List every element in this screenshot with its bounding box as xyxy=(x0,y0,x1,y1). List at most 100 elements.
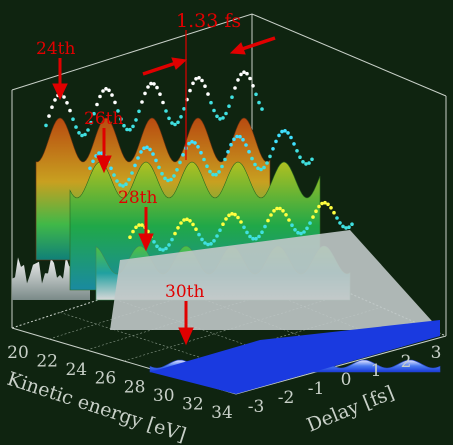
ridge-dot-28th xyxy=(323,200,327,205)
ridge-dot-24th xyxy=(122,123,126,128)
period-label: 1.33 fs xyxy=(176,10,241,32)
ridge-dot-26th xyxy=(178,160,182,165)
ridge-dot-28th xyxy=(254,236,258,241)
ridge-dot-26th xyxy=(271,147,275,151)
ridge-dot-26th xyxy=(190,140,194,144)
ridge-dot-26th xyxy=(154,158,158,163)
ridge-dot-28th xyxy=(335,216,339,220)
ridge-dot-24th xyxy=(257,100,261,105)
ridge-dot-26th xyxy=(133,163,137,168)
ridge-dot-24th xyxy=(224,111,228,116)
ridge-dot-24th xyxy=(119,117,123,121)
ridge-dot-24th xyxy=(65,101,69,105)
ridge-dot-28th xyxy=(239,220,243,224)
ridge-dot-26th xyxy=(169,177,173,182)
ridge-dot-28th xyxy=(185,217,189,222)
ridge-dot-26th xyxy=(181,153,185,157)
ridge-dot-28th xyxy=(233,212,237,217)
ridge-dot-26th xyxy=(202,157,206,162)
ridge-dot-28th xyxy=(197,232,201,237)
ridge-dot-26th xyxy=(289,135,293,140)
ridge-dot-28th xyxy=(155,244,159,249)
ridge-dot-24th xyxy=(128,127,132,132)
ridge-dot-28th xyxy=(182,218,186,222)
ridge-dot-26th xyxy=(196,145,200,149)
ridge-dot-24th xyxy=(104,87,108,91)
ridge-dot-28th xyxy=(296,230,300,235)
ridge-dot-26th xyxy=(310,157,314,162)
ridge-dot-26th xyxy=(136,156,140,160)
ridge-dot-26th xyxy=(187,141,191,146)
harmonic-label-30: 30th xyxy=(165,282,204,346)
ridge-dot-26th xyxy=(118,183,122,187)
ridge-dot-28th xyxy=(266,218,270,223)
ridge-dot-28th xyxy=(224,217,228,221)
ridge-dot-24th xyxy=(170,121,174,125)
x-tick-label: -1 xyxy=(308,379,325,399)
ridge-dot-24th xyxy=(83,132,87,137)
ridge-dot-24th xyxy=(134,118,138,122)
ridge-dot-28th xyxy=(299,231,303,236)
x-tick-label: 1 xyxy=(371,361,382,381)
ridge-dot-28th xyxy=(320,201,324,206)
ridge-dot-28th xyxy=(131,229,135,234)
ridge-dot-24th xyxy=(254,92,258,97)
ridge-dot-26th xyxy=(199,150,203,155)
ridge-dot-26th xyxy=(148,147,152,152)
ridge-dot-24th xyxy=(236,78,240,82)
box-floor-right-edge xyxy=(235,335,447,395)
ridge-dot-28th xyxy=(137,223,141,227)
ridge-dot-24th xyxy=(182,107,186,111)
ridge-dot-24th xyxy=(206,92,210,96)
ridge-dot-26th xyxy=(127,177,131,182)
ridge-dot-24th xyxy=(203,84,207,88)
harmonic-label-26: 26th xyxy=(84,109,123,174)
harmonic-30-arrow xyxy=(178,301,194,346)
ridge-dot-26th xyxy=(109,166,113,171)
ridge-dot-26th xyxy=(265,161,269,165)
ridge-dot-26th xyxy=(88,166,92,171)
ridge-dot-28th xyxy=(317,204,321,209)
ridge-dot-28th xyxy=(263,224,267,229)
ridge-dot-24th xyxy=(47,114,51,118)
ridge-dot-28th xyxy=(332,210,336,215)
ridge-dot-24th xyxy=(245,71,249,76)
ridge-dot-26th xyxy=(139,150,143,154)
ridge-dot-26th xyxy=(304,162,308,166)
ridge-dot-26th xyxy=(226,150,230,154)
ridge-dot-24th xyxy=(197,76,201,80)
ridge-dot-28th xyxy=(134,225,138,230)
ridge-dot-24th xyxy=(260,107,264,111)
ridge-dot-28th xyxy=(170,237,174,242)
ridge-dot-24th xyxy=(77,131,81,135)
ridge-dot-26th xyxy=(283,129,287,133)
ridge-dot-26th xyxy=(208,169,212,174)
ridge-dot-24th xyxy=(89,120,93,125)
ridge-dot-24th xyxy=(107,88,111,93)
ridge-dot-24th xyxy=(242,70,246,74)
ridge-dot-24th xyxy=(62,95,66,99)
ridge-dot-26th xyxy=(151,152,155,156)
ridge-dot-24th xyxy=(173,122,177,127)
ridge-dot-24th xyxy=(140,100,144,104)
y-tick-label: 32 xyxy=(182,394,204,414)
ridge-dot-28th xyxy=(128,235,132,239)
ridge-dot-26th xyxy=(175,168,179,172)
ridge-dot-26th xyxy=(244,143,248,147)
ridge-dot-24th xyxy=(155,85,159,90)
period-annotation: 1.33 fs xyxy=(142,10,276,160)
ridge-dot-24th xyxy=(98,94,102,99)
ridge-dot-28th xyxy=(179,221,183,225)
ridge-dot-28th xyxy=(287,218,291,222)
ridge-dot-28th xyxy=(206,242,210,247)
y-tick-label: 28 xyxy=(124,377,146,397)
ridge-dot-26th xyxy=(238,134,242,139)
ridge-dot-24th xyxy=(50,105,54,109)
ridge-dot-26th xyxy=(280,129,284,134)
ridge-dot-26th xyxy=(97,151,101,155)
ridge-dot-24th xyxy=(125,127,129,132)
ridge-dot-26th xyxy=(295,149,299,153)
ridge-dot-26th xyxy=(193,141,197,145)
ridge-dot-28th xyxy=(326,202,330,207)
ridge-dot-24th xyxy=(149,81,153,86)
